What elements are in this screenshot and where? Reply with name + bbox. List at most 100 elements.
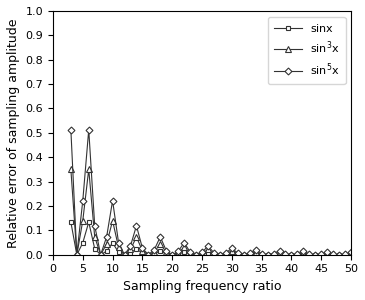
$\rm{sin}x$ [271, 253, 276, 256]
$\rm{sin}x$ [218, 253, 222, 256]
$\rm{sin}^5x$ [277, 249, 282, 252]
$\rm{sin}x$ [164, 252, 168, 256]
$\rm{sin}^5x$ [140, 246, 145, 250]
$\rm{sin}^3x$ [242, 253, 246, 256]
$\rm{sin}x$ [110, 241, 115, 244]
$\rm{sin}^5x$ [230, 246, 234, 250]
$\rm{sin}^3x$ [170, 253, 174, 256]
$\rm{sin}^5x$ [206, 244, 210, 248]
$\rm{sin}^5x$ [307, 252, 311, 256]
$\rm{sin}^3x$ [74, 253, 79, 256]
$\rm{sin}x$ [81, 241, 85, 244]
$\rm{sin}^5x$ [319, 252, 323, 256]
$\rm{sin}^5x$ [283, 252, 288, 256]
Line: $\rm{sin}^5x$: $\rm{sin}^5x$ [68, 127, 353, 257]
$\rm{sin}^5x$ [92, 224, 97, 227]
$\rm{sin}^3x$ [331, 253, 335, 256]
$\rm{sin}^5x$ [218, 253, 222, 256]
$\rm{sin}^5x$ [182, 241, 186, 244]
$\rm{sin}^3x$ [128, 248, 132, 251]
$\rm{sin}^3x$ [110, 219, 115, 223]
$\rm{sin}x$ [301, 252, 306, 256]
$\rm{sin}x$ [69, 220, 73, 224]
$\rm{sin}^3x$ [188, 251, 192, 255]
$\rm{sin}x$ [337, 253, 341, 256]
$\rm{sin}^3x$ [301, 251, 306, 254]
$\rm{sin}x$ [116, 250, 121, 254]
$\rm{sin}x$ [92, 247, 97, 250]
$\rm{sin}^5x$ [87, 128, 91, 131]
$\rm{sin}^5x$ [271, 252, 276, 256]
$\rm{sin}^5x$ [337, 253, 341, 256]
$\rm{sin}x$ [230, 252, 234, 255]
$\rm{sin}^5x$ [331, 252, 335, 256]
$\rm{sin}^3x$ [194, 253, 198, 256]
$\rm{sin}^5x$ [104, 235, 109, 238]
$\rm{sin}x$ [152, 252, 157, 256]
$\rm{sin}^3x$ [349, 251, 353, 255]
$\rm{sin}x$ [242, 253, 246, 256]
$\rm{sin}x$ [349, 253, 353, 256]
$\rm{sin}^3x$ [337, 253, 341, 256]
$\rm{sin}^5x$ [247, 252, 252, 255]
$\rm{sin}^5x$ [99, 253, 103, 256]
$\rm{sin}^3x$ [235, 252, 240, 256]
$\rm{sin}x$ [307, 253, 311, 256]
$\rm{sin}^3x$ [212, 252, 216, 255]
$\rm{sin}^5x$ [110, 199, 115, 202]
$\rm{sin}^3x$ [325, 251, 329, 255]
$\rm{sin}^3x$ [289, 253, 293, 256]
$\rm{sin}^5x$ [349, 250, 353, 254]
$\rm{sin}^5x$ [325, 250, 329, 254]
$\rm{sin}x$ [343, 253, 347, 256]
Line: $\rm{sin}x$: $\rm{sin}x$ [68, 220, 353, 257]
$\rm{sin}x$ [289, 253, 293, 256]
$\rm{sin}^3x$ [122, 253, 127, 256]
$\rm{sin}^3x$ [158, 242, 162, 246]
$\rm{sin}^5x$ [295, 252, 300, 256]
$\rm{sin}x$ [277, 252, 282, 256]
$\rm{sin}^3x$ [307, 253, 311, 256]
$\rm{sin}^5x$ [170, 253, 174, 256]
$\rm{sin}^3x$ [295, 252, 300, 256]
$\rm{sin}x$ [235, 253, 240, 256]
$\rm{sin}^3x$ [313, 253, 318, 256]
$\rm{sin}^3x$ [104, 242, 109, 246]
$\rm{sin}^3x$ [218, 253, 222, 256]
$\rm{sin}x$ [212, 253, 216, 256]
$\rm{sin}^5x$ [313, 253, 318, 256]
$\rm{sin}x$ [200, 253, 204, 256]
Legend: $\rm{sin}x$, $\rm{sin}^3x$, $\rm{sin}^5x$: $\rm{sin}x$, $\rm{sin}^3x$, $\rm{sin}^5x… [268, 16, 346, 84]
$\rm{sin}^3x$ [152, 250, 157, 253]
$\rm{sin}x$ [260, 253, 264, 256]
$\rm{sin}^5x$ [152, 248, 157, 251]
$\rm{sin}x$ [206, 251, 210, 255]
$\rm{sin}^5x$ [69, 128, 73, 131]
$\rm{sin}x$ [295, 253, 300, 256]
$\rm{sin}^5x$ [343, 252, 347, 256]
$\rm{sin}x$ [325, 252, 329, 256]
$\rm{sin}^3x$ [253, 250, 258, 253]
$\rm{sin}x$ [188, 252, 192, 256]
$\rm{sin}^3x$ [176, 251, 180, 254]
Line: $\rm{sin}^3x$: $\rm{sin}^3x$ [68, 167, 354, 258]
$\rm{sin}x$ [247, 253, 252, 256]
$\rm{sin}^3x$ [230, 249, 234, 253]
$\rm{sin}^3x$ [277, 250, 282, 254]
$\rm{sin}^5x$ [301, 250, 306, 253]
$\rm{sin}x$ [170, 253, 174, 256]
$\rm{sin}x$ [176, 252, 180, 256]
$\rm{sin}^5x$ [212, 251, 216, 254]
$\rm{sin}^3x$ [87, 167, 91, 171]
X-axis label: Sampling frequency ratio: Sampling frequency ratio [123, 280, 281, 293]
$\rm{sin}^3x$ [265, 253, 270, 256]
$\rm{sin}^3x$ [206, 248, 210, 251]
$\rm{sin}x$ [283, 253, 288, 256]
$\rm{sin}^3x$ [99, 253, 103, 256]
$\rm{sin}^5x$ [176, 250, 180, 253]
$\rm{sin}^3x$ [271, 252, 276, 256]
$\rm{sin}x$ [74, 253, 79, 256]
$\rm{sin}^5x$ [116, 241, 121, 244]
$\rm{sin}^5x$ [164, 249, 168, 252]
Y-axis label: Relative error of sampling amplitude: Relative error of sampling amplitude [7, 18, 20, 247]
